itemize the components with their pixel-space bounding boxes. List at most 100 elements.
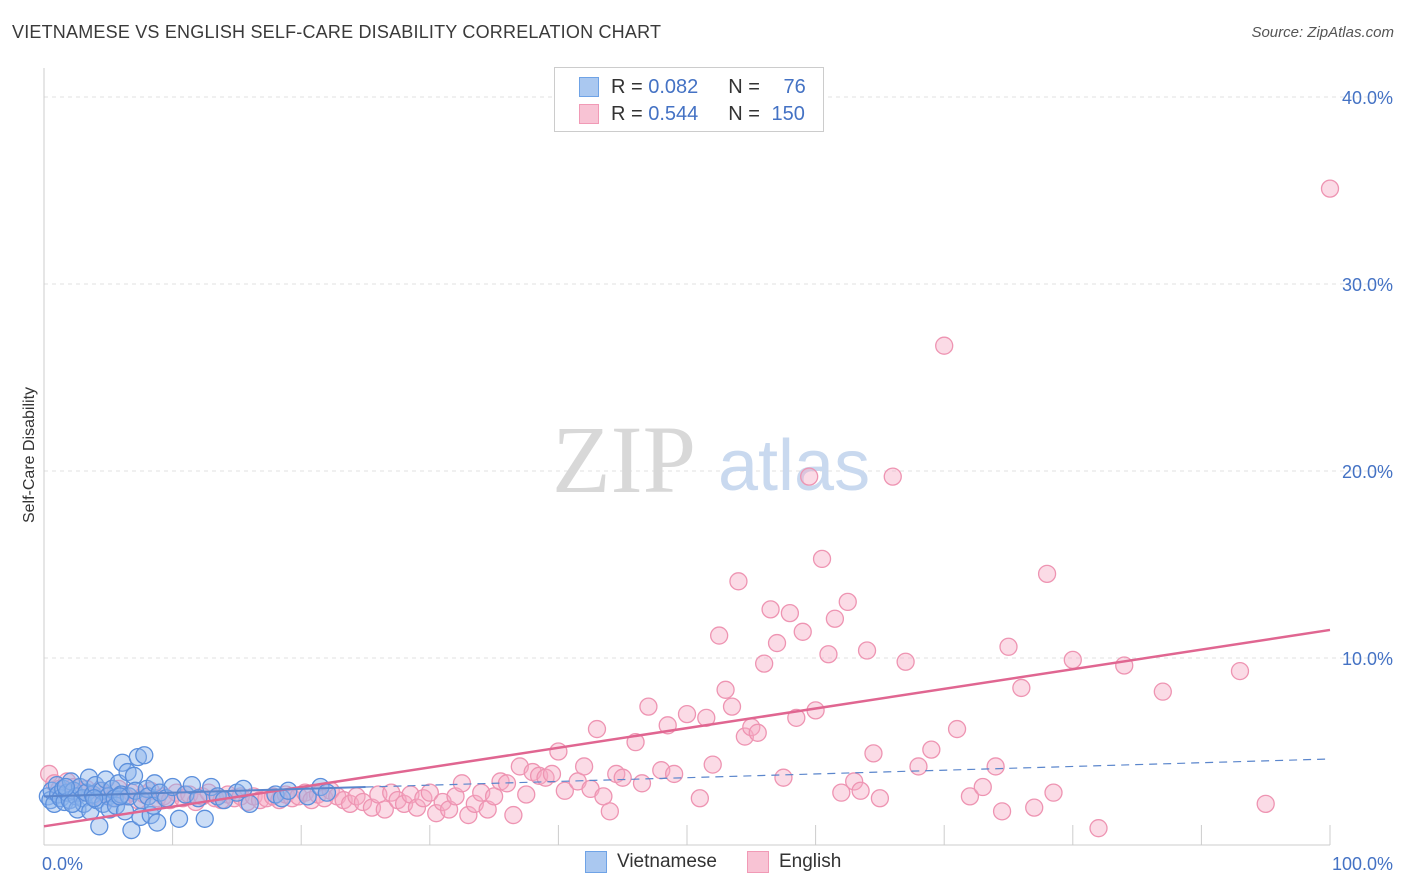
axes xyxy=(43,68,1331,846)
point-vietnamese xyxy=(128,747,148,767)
point-english xyxy=(755,654,774,673)
point-vietnamese xyxy=(148,813,167,832)
point-english xyxy=(838,592,857,612)
trend-line-vietnamese xyxy=(43,786,366,798)
legend-n-label: N = xyxy=(728,75,766,98)
point-vietnamese xyxy=(195,809,214,828)
legend-r-label: R = xyxy=(611,102,649,125)
point-english xyxy=(504,805,523,825)
bottom-legend: Vietnamese English xyxy=(585,851,871,873)
y-tick-label: 20.0% xyxy=(1342,462,1393,482)
point-english xyxy=(774,768,793,787)
point-english xyxy=(1025,798,1044,817)
point-english xyxy=(555,781,574,800)
point-english xyxy=(587,719,607,739)
point-english xyxy=(819,645,838,664)
point-english xyxy=(1012,678,1031,698)
legend-row-vietnamese: R = 0.082 N = 76 xyxy=(579,74,806,100)
point-english xyxy=(825,609,845,628)
tick-labels: 10.0% 20.0% 30.0% 40.0% 0.0% 100.0% xyxy=(42,88,1393,874)
y-tick-label: 40.0% xyxy=(1342,88,1393,108)
point-english xyxy=(812,549,832,569)
point-english xyxy=(452,774,472,793)
point-english xyxy=(1320,179,1340,198)
y-axis-label: Self-Care Disability xyxy=(21,387,38,523)
point-vietnamese xyxy=(317,783,337,802)
point-english xyxy=(1037,564,1057,583)
legend-row-english: R = 0.544 N = 150 xyxy=(579,101,805,127)
bottom-legend-english: English xyxy=(747,851,841,873)
point-english xyxy=(407,798,427,817)
y-tick-label: 30.0% xyxy=(1342,275,1393,295)
point-english xyxy=(1089,819,1108,838)
point-english xyxy=(787,708,806,727)
source-label: Source: ZipAtlas.com xyxy=(1251,24,1394,41)
point-english xyxy=(800,467,819,486)
point-english xyxy=(1063,650,1082,670)
chart-title: VIETNAMESE VS ENGLISH SELF-CARE DISABILI… xyxy=(12,22,662,42)
point-english xyxy=(986,757,1005,776)
point-vietnamese xyxy=(240,794,259,814)
point-english xyxy=(420,783,439,802)
trend-line-vietnamese-extension xyxy=(365,758,1331,788)
point-english xyxy=(767,633,787,653)
point-english xyxy=(716,680,735,699)
legend-n-value: 76 xyxy=(783,75,806,98)
legend-n-label: N = xyxy=(728,102,766,125)
point-vietnamese xyxy=(135,746,154,765)
legend-r-value: 0.544 xyxy=(648,102,699,125)
point-vietnamese xyxy=(90,817,109,836)
point-english xyxy=(722,697,742,716)
trend-lines xyxy=(43,628,1331,828)
point-english xyxy=(1044,783,1063,802)
point-english xyxy=(664,764,684,784)
point-english xyxy=(491,772,510,791)
point-english xyxy=(1153,682,1172,701)
point-english xyxy=(845,772,864,791)
point-english xyxy=(574,757,594,776)
point-english xyxy=(375,800,394,819)
point-english xyxy=(382,783,401,802)
point-english xyxy=(677,704,697,724)
point-english xyxy=(639,697,658,716)
point-english xyxy=(353,792,373,812)
legend: R = 0.082 N = 76 R = 0.544 N = 150 xyxy=(554,67,824,132)
point-english xyxy=(690,789,710,808)
point-english xyxy=(864,744,883,763)
point-english xyxy=(703,755,722,774)
point-english xyxy=(626,733,645,752)
bottom-legend-vietnamese: Vietnamese xyxy=(585,851,717,873)
point-vietnamese xyxy=(124,766,144,785)
bottom-legend-label-english: English xyxy=(779,851,842,872)
bottom-legend-swatch-english xyxy=(747,851,769,873)
point-vietnamese xyxy=(169,809,189,828)
legend-swatch-vietnamese xyxy=(579,77,599,97)
grid-lines xyxy=(44,96,1392,659)
point-english xyxy=(1256,794,1275,814)
point-english xyxy=(549,742,568,761)
legend-r-value: 0.082 xyxy=(648,75,699,98)
legend-n-value: 150 xyxy=(771,102,805,125)
point-english xyxy=(992,802,1012,821)
y-tick-label: 10.0% xyxy=(1342,649,1393,669)
point-english xyxy=(896,652,915,671)
point-english xyxy=(517,785,536,804)
bottom-legend-swatch-vietnamese xyxy=(585,851,607,873)
legend-swatch-english xyxy=(579,104,599,124)
series-english-points xyxy=(39,179,1340,838)
point-english xyxy=(883,467,902,486)
point-english xyxy=(999,637,1018,656)
watermark-zip: ZIP xyxy=(552,406,696,513)
point-english xyxy=(710,626,729,645)
point-english xyxy=(857,641,877,660)
x-tick-label: 100.0% xyxy=(1332,854,1393,874)
point-english xyxy=(459,805,478,825)
point-vietnamese xyxy=(145,774,164,793)
point-vietnamese xyxy=(85,789,104,808)
watermark: ZIP atlas xyxy=(552,406,870,513)
point-english xyxy=(613,768,632,787)
legend-r-label: R = xyxy=(611,75,649,98)
point-english xyxy=(851,781,870,800)
point-english xyxy=(909,757,928,776)
